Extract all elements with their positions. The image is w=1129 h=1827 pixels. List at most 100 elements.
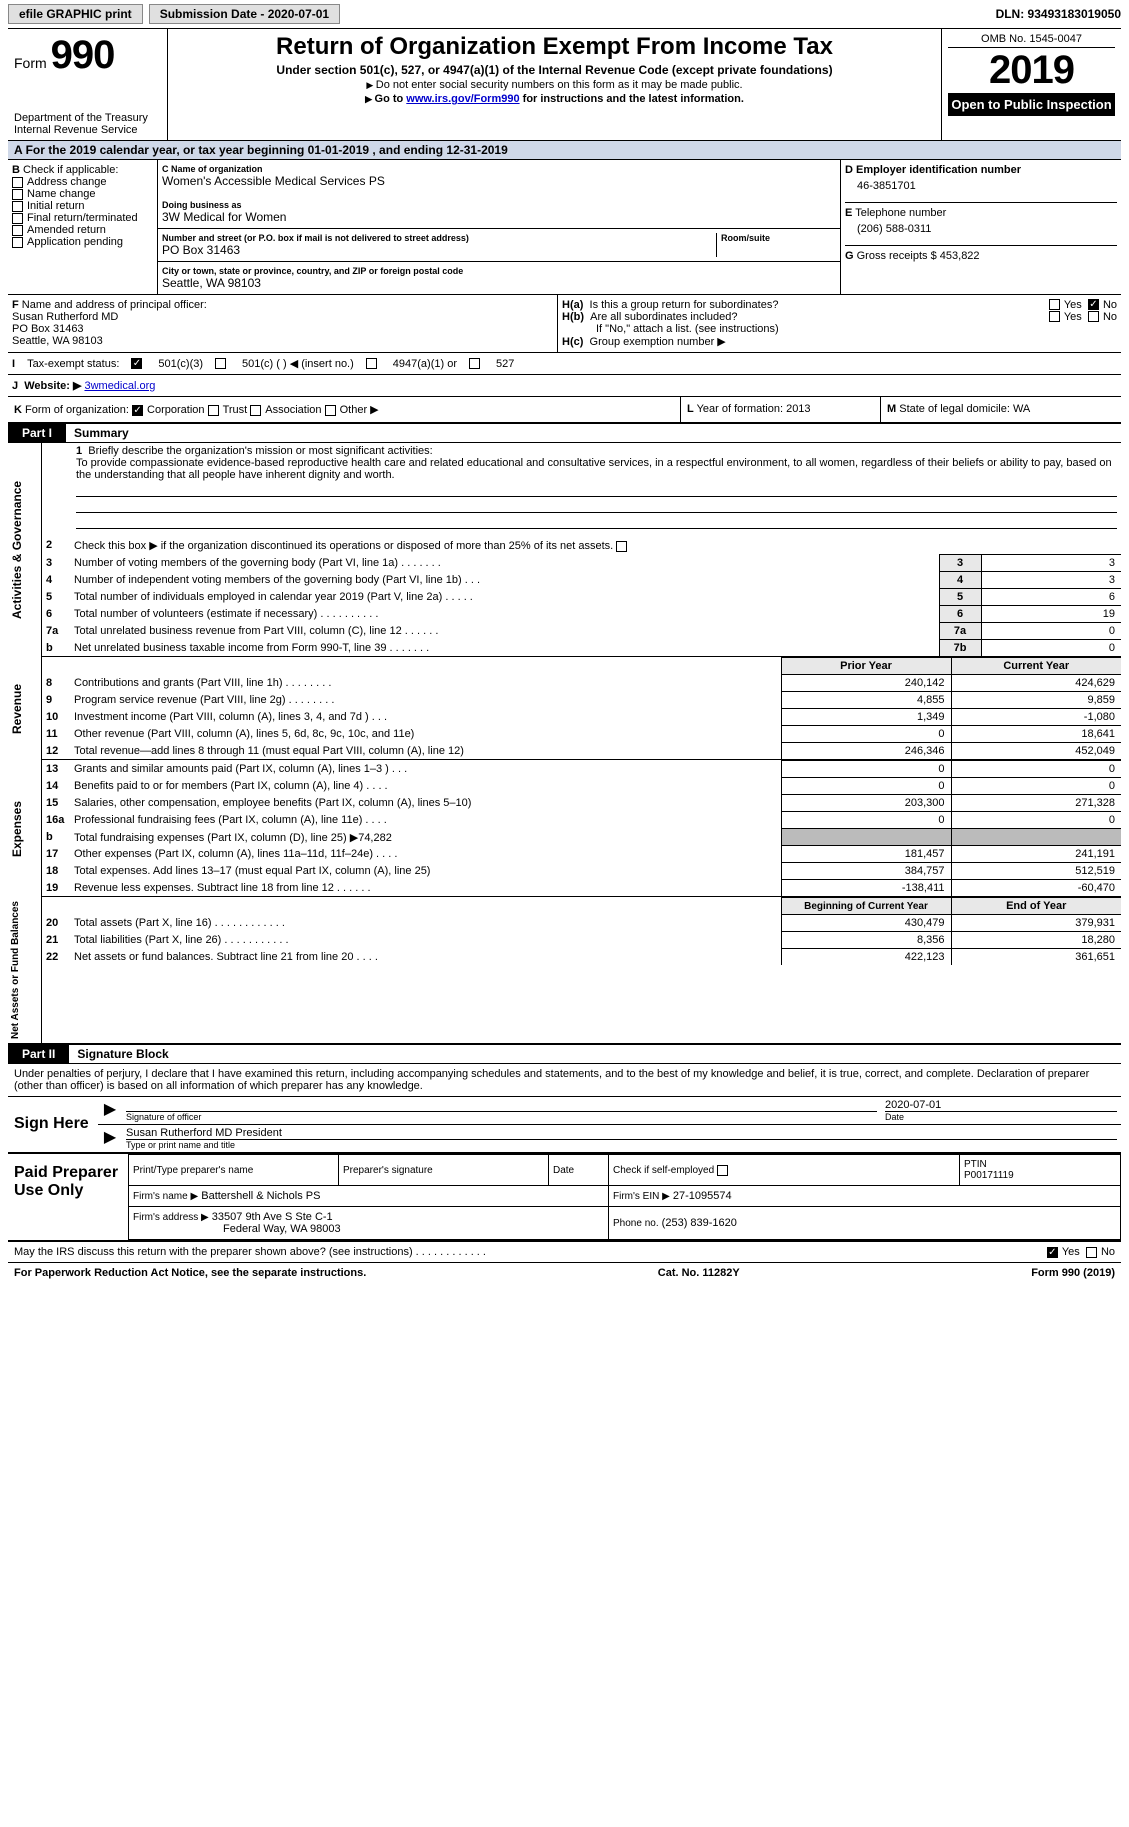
part-i-title: Summary bbox=[66, 424, 137, 442]
checkbox[interactable] bbox=[12, 213, 23, 224]
prior-value: 0 bbox=[781, 726, 951, 743]
hb-yes: Yes bbox=[1064, 311, 1082, 323]
line-value: 6 bbox=[981, 589, 1121, 606]
table-row: 21Total liabilities (Part X, line 26) . … bbox=[42, 932, 1121, 949]
irs-link[interactable]: www.irs.gov/Form990 bbox=[406, 93, 519, 105]
firm-ein-label: Firm's EIN ▶ bbox=[613, 1191, 670, 1202]
vlab-governance: Activities & Governance bbox=[8, 443, 42, 657]
other-checkbox[interactable] bbox=[325, 405, 336, 416]
part-i-tab: Part I bbox=[8, 424, 66, 442]
checkbox[interactable] bbox=[12, 237, 23, 248]
state-domicile: State of legal domicile: WA bbox=[899, 403, 1030, 415]
discuss-yes-checkbox[interactable] bbox=[1047, 1247, 1058, 1258]
4947-checkbox[interactable] bbox=[366, 358, 377, 369]
j-label: Website: ▶ bbox=[24, 379, 81, 392]
line-desc: Professional fundraising fees (Part IX, … bbox=[70, 812, 781, 829]
k-o3: Association bbox=[265, 404, 321, 416]
na-table: Beginning of Current YearEnd of Year bbox=[42, 897, 1121, 914]
officer-name: Susan Rutherford MD bbox=[12, 311, 118, 323]
line-number: 17 bbox=[42, 846, 70, 863]
current-value bbox=[951, 829, 1121, 846]
trust-checkbox[interactable] bbox=[208, 405, 219, 416]
paid-preparer-block: Paid Preparer Use Only Print/Type prepar… bbox=[8, 1154, 1121, 1242]
tax-year: 2019 bbox=[948, 48, 1115, 93]
firm-addr1: 33507 9th Ave S Ste C-1 bbox=[212, 1211, 333, 1223]
prep-check-hdr: Check if self-employed bbox=[609, 1155, 960, 1186]
corp-checkbox[interactable] bbox=[132, 405, 143, 416]
assoc-checkbox[interactable] bbox=[250, 405, 261, 416]
org-name: Women's Accessible Medical Services PS bbox=[162, 174, 836, 188]
ha-yes-checkbox[interactable] bbox=[1049, 299, 1060, 310]
prior-value: 246,346 bbox=[781, 743, 951, 760]
firm-name-label: Firm's name ▶ bbox=[133, 1191, 198, 1202]
phone-value: (206) 588-0311 bbox=[845, 219, 1117, 245]
current-value: 361,651 bbox=[951, 949, 1121, 966]
firm-name: Battershell & Nichols PS bbox=[201, 1190, 320, 1202]
na-hdr-cur: End of Year bbox=[951, 898, 1121, 915]
prior-value: 240,142 bbox=[781, 675, 951, 692]
instr2-post: for instructions and the latest informat… bbox=[520, 93, 744, 105]
501c3-checkbox[interactable] bbox=[131, 358, 142, 369]
ptin-cell: PTINP00171119 bbox=[959, 1155, 1120, 1186]
prior-value: 422,123 bbox=[781, 949, 951, 966]
ha-no-checkbox[interactable] bbox=[1088, 299, 1099, 310]
hb-no-checkbox[interactable] bbox=[1088, 311, 1099, 322]
row-j: J Website: ▶ 3wmedical.org bbox=[8, 375, 1121, 397]
ein-value: 46-3851701 bbox=[845, 176, 1117, 202]
ein-label: Employer identification number bbox=[856, 164, 1021, 176]
line-box: 7b bbox=[939, 640, 981, 657]
dept-label: Department of the Treasury Internal Reve… bbox=[14, 112, 161, 136]
501c-checkbox[interactable] bbox=[215, 358, 226, 369]
prior-value: 0 bbox=[781, 812, 951, 829]
sig-date-label: Date bbox=[885, 1112, 1117, 1122]
firm-phone-label: Phone no. bbox=[613, 1218, 659, 1229]
checkbox-label: Final return/terminated bbox=[27, 212, 138, 224]
line-desc: Other expenses (Part IX, column (A), lin… bbox=[70, 846, 781, 863]
addr-value: PO Box 31463 bbox=[162, 243, 716, 257]
group-netassets: Beginning of Current YearEnd of Year 20T… bbox=[42, 897, 1121, 1043]
line-number: 13 bbox=[42, 761, 70, 778]
f-label: Name and address of principal officer: bbox=[22, 299, 207, 311]
l2-checkbox[interactable] bbox=[616, 541, 627, 552]
group-expenses: 13Grants and similar amounts paid (Part … bbox=[42, 760, 1121, 897]
checkbox-item: Initial return bbox=[12, 200, 153, 212]
hb-yes-checkbox[interactable] bbox=[1049, 311, 1060, 322]
line-desc: Investment income (Part VIII, column (A)… bbox=[70, 709, 781, 726]
line-desc: Total liabilities (Part X, line 26) . . … bbox=[70, 932, 781, 949]
arrow-icon: ▶ bbox=[98, 1097, 122, 1124]
checkbox[interactable] bbox=[12, 189, 23, 200]
table-row: 15Salaries, other compensation, employee… bbox=[42, 795, 1121, 812]
firm-phone: (253) 839-1620 bbox=[662, 1217, 737, 1229]
efile-print-button[interactable]: efile GRAPHIC print bbox=[8, 4, 143, 24]
prior-value: 0 bbox=[781, 761, 951, 778]
discuss-no-checkbox[interactable] bbox=[1086, 1247, 1097, 1258]
year-formation: Year of formation: 2013 bbox=[697, 403, 811, 415]
line-number: b bbox=[42, 829, 70, 846]
form-subtitle: Under section 501(c), 527, or 4947(a)(1)… bbox=[174, 63, 935, 77]
table-row: 13Grants and similar amounts paid (Part … bbox=[42, 761, 1121, 778]
hb-no: No bbox=[1103, 311, 1117, 323]
box-f: F Name and address of principal officer:… bbox=[8, 295, 558, 352]
checkbox[interactable] bbox=[12, 177, 23, 188]
527-checkbox[interactable] bbox=[469, 358, 480, 369]
checkbox[interactable] bbox=[12, 225, 23, 236]
checkbox[interactable] bbox=[12, 201, 23, 212]
line-desc: Total revenue—add lines 8 through 11 (mu… bbox=[70, 743, 781, 760]
self-emp-checkbox[interactable] bbox=[717, 1165, 728, 1176]
website-link[interactable]: 3wmedical.org bbox=[84, 380, 155, 392]
gov-table: 2Check this box ▶ if the organization di… bbox=[42, 537, 1121, 554]
checkbox-label: Name change bbox=[27, 188, 96, 200]
checkbox-label: Application pending bbox=[27, 236, 123, 248]
form-word: Form bbox=[14, 55, 47, 71]
submission-date-button[interactable]: Submission Date - 2020-07-01 bbox=[149, 4, 340, 24]
officer-addr2: Seattle, WA 98103 bbox=[12, 335, 103, 347]
box-b-label: Check if applicable: bbox=[23, 164, 118, 176]
line-desc: Total number of volunteers (estimate if … bbox=[70, 606, 939, 623]
prior-value: 1,349 bbox=[781, 709, 951, 726]
open-public-badge: Open to Public Inspection bbox=[948, 93, 1115, 116]
prior-value: 384,757 bbox=[781, 863, 951, 880]
line-number: 16a bbox=[42, 812, 70, 829]
line-number: 18 bbox=[42, 863, 70, 880]
arrow-icon: ▶ bbox=[98, 1125, 122, 1152]
table-row: 3Number of voting members of the governi… bbox=[42, 555, 1121, 572]
